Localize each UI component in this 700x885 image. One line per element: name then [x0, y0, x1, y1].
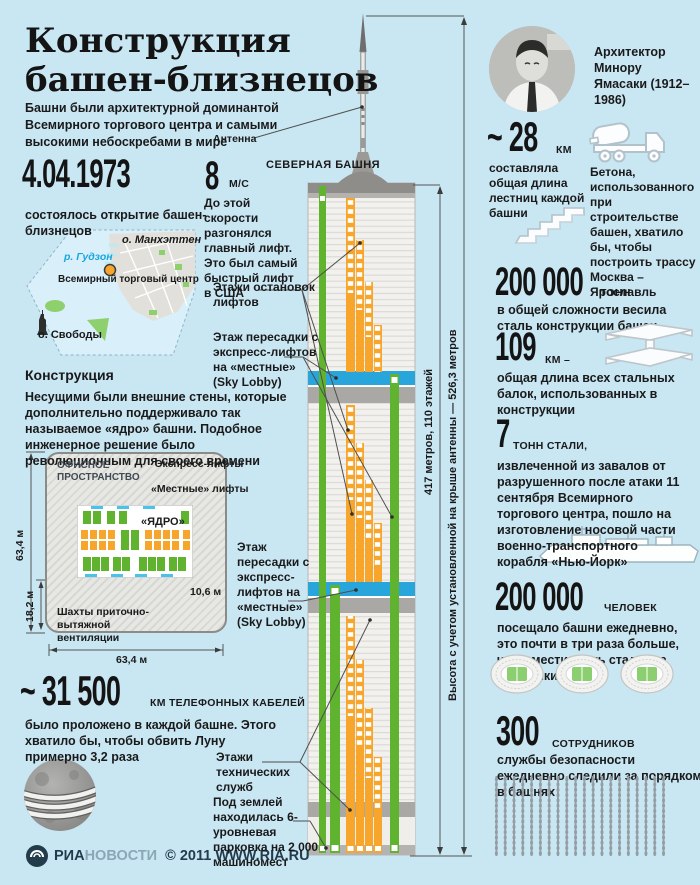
plan-express-label: Экспресс-лифты [155, 458, 244, 470]
stadium-icon [620, 654, 674, 694]
label-technical-floors: Этажи технических служб [216, 750, 290, 794]
opening-date-caption: состоялось открытие башен-близнецов [25, 208, 207, 238]
construction-heading: Конструкция [25, 367, 114, 383]
statue-of-liberty-icon [37, 310, 48, 335]
speed-caption: До этой скорости разгонялся главный лифт… [204, 196, 298, 300]
cables-unit: КМ ТЕЛЕФОННЫХ КАБЕЛЕЙ [150, 697, 306, 709]
label-elevator-stops: Этажи остановок лифтов [213, 280, 315, 309]
tower-height-dim: 417 метров, 110 этажей [423, 369, 435, 496]
plan-dim-left: 63,4 м [14, 529, 26, 561]
security-unit: СОТРУДНИКОВ [552, 738, 635, 750]
antenna-height-dim: Высота с учетом установленной на крыше а… [447, 329, 459, 701]
cables-caption: было проложено в каждой башне. Этого хва… [25, 718, 277, 764]
beams-stat: 109 [495, 327, 559, 367]
stairs-value: ~ 28 [487, 113, 538, 160]
security-value: 300 [496, 707, 540, 754]
security-crowd-pictogram [492, 776, 668, 856]
stadium-icon [490, 654, 544, 694]
stairs-unit: КМ [556, 144, 572, 156]
map-label-manhattan: о. Манхэттен [122, 234, 202, 246]
beams-caption: общая длина всех стальных балок, использ… [497, 371, 675, 417]
label-sky-lobby-2: Этаж пересадки с экспресс-лифтов на «мес… [237, 540, 310, 629]
floor-plan-core [77, 505, 193, 578]
page-title-line2: башен-близнецов [25, 60, 379, 100]
brand-ria: РИА [54, 848, 85, 864]
stadium-icon [555, 654, 609, 694]
footer-copyright: © 2011 WWW.RIA.RU [165, 848, 310, 864]
architect-photo [489, 26, 575, 112]
construction-body: Несущими были внешние стены, которые доп… [25, 390, 287, 468]
ship-steel-stat: 7 [496, 414, 517, 454]
antenna-label: Антенна [213, 133, 257, 145]
opening-date-value: 4.04.1973 [22, 152, 131, 196]
cement-truck-icon [588, 122, 665, 163]
visitors-value: 200 000 [495, 575, 584, 619]
stairs-stat: ~ 28 [487, 116, 566, 158]
plan-core-label: «ЯДРО» [141, 516, 185, 528]
security-stat: 300 [496, 710, 563, 752]
page-subtitle: Башни были архитектурной доминантой Всем… [25, 101, 279, 149]
label-sky-lobby-1: Этаж пересадки с экспресс-лифтов на «мес… [213, 330, 319, 389]
page-title-line1: Конструкция [25, 21, 291, 61]
steel-unit: ТОНН [600, 287, 631, 299]
plan-local-label: «Местные» лифты [151, 483, 249, 495]
concrete-caption: Бетона, использованного при строительств… [590, 165, 696, 299]
speed-unit: М/С [229, 178, 250, 190]
ship-value: 7 [496, 412, 510, 456]
ship-caption: извлеченной из завалов от разрушенного п… [497, 459, 680, 569]
local-elevator-shafts [346, 198, 382, 853]
steel-stat: 200 000 [495, 262, 633, 302]
elevator-speed-stat: 8 [205, 156, 226, 196]
navy-ship-icon [538, 526, 699, 563]
antenna-graphic [338, 13, 388, 183]
plan-dimension-lines [26, 451, 225, 656]
plan-dim-inner: 18,2 м [24, 590, 36, 622]
ship-unit: ТОНН СТАЛИ, [513, 440, 588, 452]
map-label-liberty: о. Свободы [38, 329, 102, 341]
map-label-wtc: Всемирный торговый центр [58, 274, 199, 285]
beams-value: 109 [495, 325, 536, 369]
cables-stat: ~ 31 500 [20, 670, 177, 712]
express-elevator-shafts [319, 186, 399, 853]
beams-unit: КМ – [545, 354, 571, 366]
location-map [26, 229, 196, 356]
stairs-caption: составляла общая длина лестниц каждой ба… [489, 161, 585, 220]
visitors-unit: ЧЕЛОВЕК [604, 602, 658, 614]
plan-dim-right: 10,6 м [190, 586, 222, 598]
page-title: Конструкция башен-близнецов [25, 22, 378, 100]
dimension-arrowheads [437, 17, 467, 855]
steel-beam-icon [605, 323, 693, 367]
north-tower-label: СЕВЕРНАЯ БАШНЯ [266, 159, 381, 171]
wtc-marker [103, 263, 117, 277]
plan-dim-bottom: 63,4 м [116, 654, 148, 666]
plan-office-label: ОФИСНОЕ ПРОСТРАНСТВО [57, 460, 140, 483]
stairs-icon [514, 207, 585, 244]
plan-vent-label: Шахты приточно-вытяжной вентиляции [57, 606, 149, 644]
label-underground-parking: Под землей находилась 6-уровневая парков… [213, 795, 319, 869]
brand-novosti: НОВОСТИ [84, 848, 158, 864]
speed-value: 8 [205, 154, 219, 198]
steel-value: 200 000 [495, 260, 584, 304]
footer-credit: РИАНОВОСТИ © 2011 WWW.RIA.RU [54, 848, 310, 864]
cables-value: ~ 31 500 [20, 667, 121, 714]
steel-caption: в общей сложности весила сталь конструкц… [497, 303, 667, 333]
visitors-stat: 200 000 [495, 577, 633, 617]
ria-logo-icon [26, 845, 48, 867]
architect-label: Архитектор Минору Ямасаки (1912–1986) [594, 45, 690, 107]
map-label-hudson: р. Гудзон [64, 251, 113, 263]
opening-date: 4.04.1973 [22, 154, 191, 194]
moon-illustration [24, 759, 96, 831]
dimension-lines [366, 15, 472, 857]
